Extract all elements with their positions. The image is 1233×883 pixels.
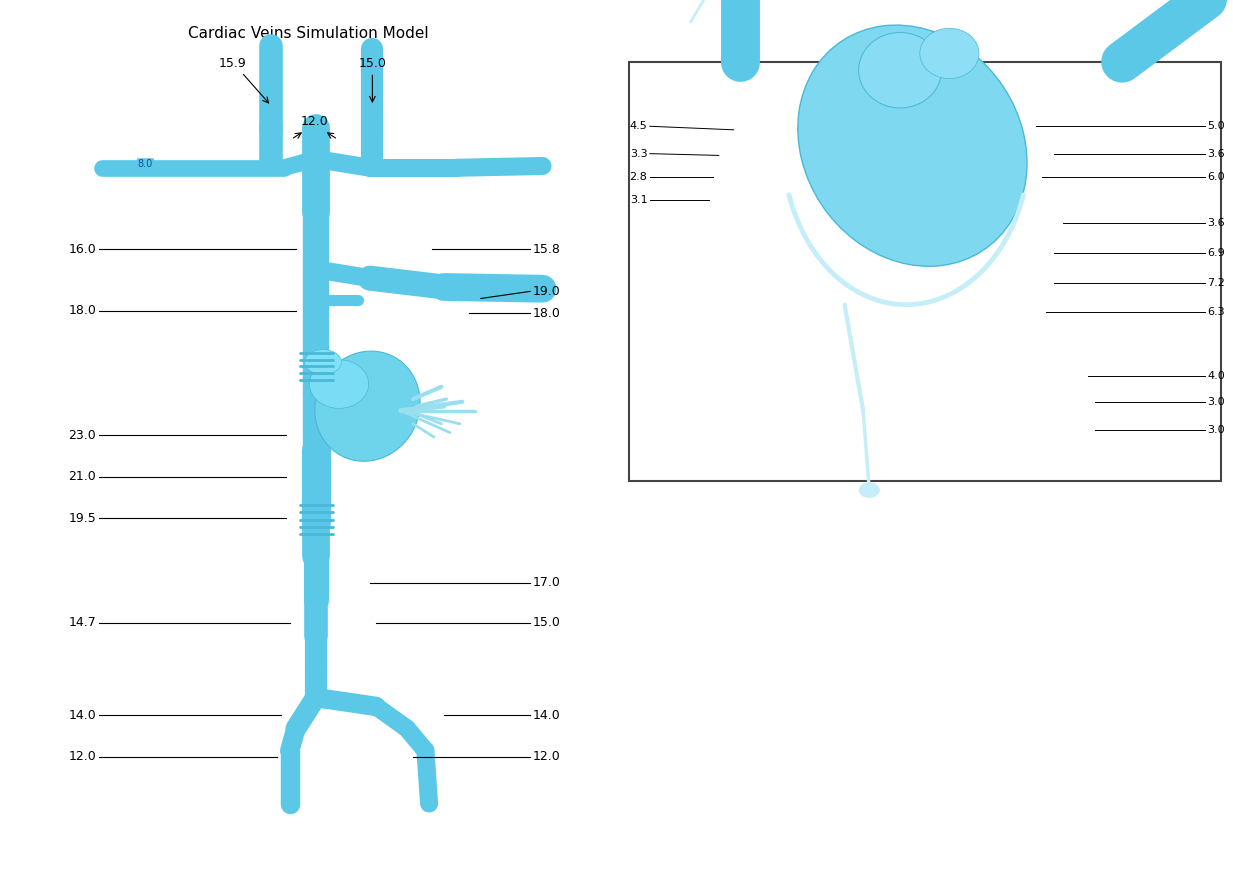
Text: 15.8: 15.8 [533,243,561,255]
Text: 17.0: 17.0 [533,577,561,589]
Text: 15.9: 15.9 [219,57,247,70]
Ellipse shape [798,25,1027,267]
Text: 3.6: 3.6 [1207,217,1224,228]
Text: 12.0: 12.0 [68,751,96,763]
Text: 12.0: 12.0 [301,115,328,128]
Text: 3.0: 3.0 [1207,396,1224,407]
Text: 8.0: 8.0 [138,159,153,170]
Text: 5.0: 5.0 [1207,121,1224,132]
Ellipse shape [314,351,420,461]
Text: 18.0: 18.0 [68,305,96,317]
Text: 2.8: 2.8 [630,171,647,182]
Text: 15.0: 15.0 [533,616,561,629]
Text: 19.5: 19.5 [68,512,96,525]
Text: 3.0: 3.0 [1207,425,1224,435]
Text: 3.6: 3.6 [1207,148,1224,159]
Circle shape [859,483,879,497]
Text: 12.0: 12.0 [533,751,561,763]
Text: 4.0: 4.0 [1207,371,1224,381]
Bar [629,62,1221,481]
Text: Cardiac Veins Simulation Model: Cardiac Veins Simulation Model [187,26,429,42]
Text: 14.7: 14.7 [68,616,96,629]
Text: 7.2: 7.2 [1207,277,1224,288]
Text: 3.1: 3.1 [630,194,647,205]
Text: 15.0: 15.0 [359,57,386,70]
Text: 14.0: 14.0 [68,709,96,721]
Text: 3.3: 3.3 [630,148,647,159]
Ellipse shape [858,33,942,108]
Text: 4.5: 4.5 [630,121,647,132]
Text: 21.0: 21.0 [68,471,96,483]
Text: 16.0: 16.0 [68,243,96,255]
Ellipse shape [305,350,342,374]
Text: 6.9: 6.9 [1207,247,1224,258]
Ellipse shape [920,28,979,79]
Text: 14.0: 14.0 [533,709,561,721]
Text: 23.0: 23.0 [68,429,96,442]
Text: 6.3: 6.3 [1207,306,1224,317]
Text: 19.0: 19.0 [533,285,561,298]
Text: 6.0: 6.0 [1207,171,1224,182]
Ellipse shape [309,360,369,408]
Text: 18.0: 18.0 [533,307,561,320]
